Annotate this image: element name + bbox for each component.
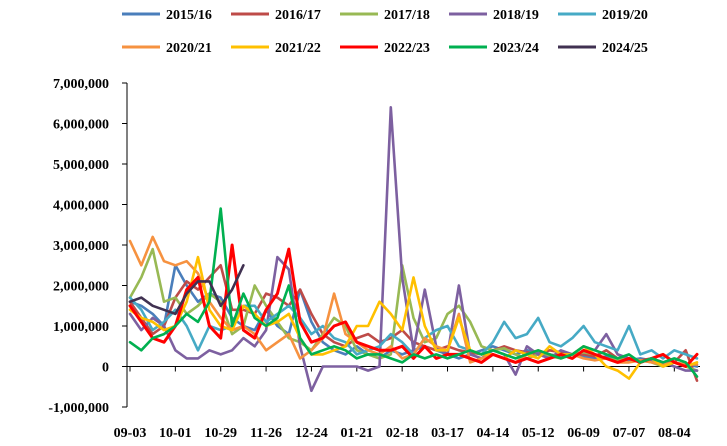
legend-label-2024-25: 2024/25 xyxy=(602,41,648,56)
x-tick-label: 05-12 xyxy=(522,426,555,441)
y-tick-label: 2,000,000 xyxy=(53,280,109,295)
series-line-2018-19 xyxy=(128,106,699,393)
series-line-2024-25 xyxy=(128,263,245,316)
y-tick-label: 6,000,000 xyxy=(53,118,109,133)
y-axis: -1,000,000 0 1,000,000 2,000,000 3,000,000 4,… xyxy=(48,77,128,416)
legend-label-2020-21: 2020/21 xyxy=(166,41,212,56)
y-tick-label: 5,000,000 xyxy=(53,158,109,173)
legend-label-2021-22: 2021/22 xyxy=(275,41,321,56)
plot-lines xyxy=(128,106,699,393)
x-tick-label: 09-03 xyxy=(114,426,147,441)
x-tick-label: 07-07 xyxy=(613,426,646,441)
legend-label-2016-17: 2016/17 xyxy=(275,8,321,23)
x-tick-label: 03-17 xyxy=(431,426,464,441)
y-tick-label: 3,000,000 xyxy=(53,239,109,254)
legend-label-2017-18: 2017/18 xyxy=(384,8,430,23)
y-tick-label: -1,000,000 xyxy=(48,401,109,416)
x-tick-label: 01-21 xyxy=(340,426,373,441)
legend-label-2018-19: 2018/19 xyxy=(493,8,539,23)
series-line-2021-22 xyxy=(128,255,699,380)
legend-label-2022-23: 2022/23 xyxy=(384,41,430,56)
legend-label-2019-20: 2019/20 xyxy=(602,8,648,23)
y-tick-label: 7,000,000 xyxy=(53,77,109,92)
x-axis: 09-03 10-01 10-29 11-26 12-24 01-21 02-18 03-17… xyxy=(114,366,700,441)
y-tick-label: 1,000,000 xyxy=(53,320,109,335)
series-line-2023-24 xyxy=(128,207,699,378)
y-tick-label: 4,000,000 xyxy=(53,199,109,214)
x-tick-label: 06-09 xyxy=(567,426,600,441)
x-tick-label: 02-18 xyxy=(386,426,419,441)
series-line-2022-23 xyxy=(128,243,699,368)
y-tick-label: 0 xyxy=(102,361,109,376)
legend-label-2023-24: 2023/24 xyxy=(493,41,539,56)
x-tick-label: 08-04 xyxy=(658,426,691,441)
chart-legend: 2015/16 2016/17 2017/18 2018/19 2019/20 2020/… xyxy=(122,8,648,56)
x-tick-label: 10-29 xyxy=(204,426,237,441)
x-tick-label: 11-26 xyxy=(250,426,282,441)
x-tick-label: 10-01 xyxy=(159,426,192,441)
x-tick-label: 12-24 xyxy=(295,426,328,441)
x-tick-label: 04-14 xyxy=(477,426,510,441)
legend-label-2015-16: 2015/16 xyxy=(166,8,212,23)
